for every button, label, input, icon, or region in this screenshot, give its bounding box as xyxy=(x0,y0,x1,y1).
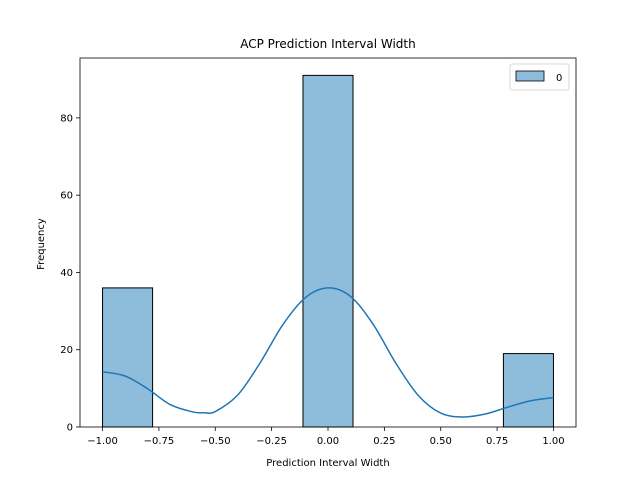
y-tick-label: 80 xyxy=(60,113,73,124)
x-tick-label: 0.25 xyxy=(373,436,395,447)
histogram-bar xyxy=(302,74,354,428)
x-axis-title: Prediction Interval Width xyxy=(266,458,389,469)
kde-curve xyxy=(102,287,554,418)
x-tick-label: 1.00 xyxy=(542,436,564,447)
x-tick-label: −1.00 xyxy=(87,436,118,447)
y-tick-label: 20 xyxy=(60,345,73,356)
y-tick-label: 0 xyxy=(67,423,73,434)
legend: 0 xyxy=(509,63,570,91)
x-tick-label: 0.75 xyxy=(486,436,508,447)
y-axis-ticks: 0 20 40 60 80 xyxy=(60,113,80,434)
y-tick-label: 40 xyxy=(60,268,73,279)
x-tick-label: 0.50 xyxy=(430,436,452,447)
histogram-bars xyxy=(102,74,554,428)
chart-title: ACP Prediction Interval Width xyxy=(240,37,416,51)
x-tick-label: 0.00 xyxy=(317,436,339,447)
legend-swatch xyxy=(515,70,545,82)
y-tick-label: 60 xyxy=(60,191,73,202)
histogram-bar xyxy=(502,353,554,428)
x-tick-label: −0.25 xyxy=(256,436,287,447)
x-axis-ticks: −1.00 −0.75 −0.50 −0.25 0.00 0.25 0.50 0.75 1.00 xyxy=(87,427,565,447)
histogram-bar xyxy=(102,287,154,428)
x-tick-label: −0.75 xyxy=(144,436,175,447)
legend-label: 0 xyxy=(556,73,562,84)
x-tick-label: −0.50 xyxy=(200,436,231,447)
y-axis-title: Frequency xyxy=(36,218,47,270)
